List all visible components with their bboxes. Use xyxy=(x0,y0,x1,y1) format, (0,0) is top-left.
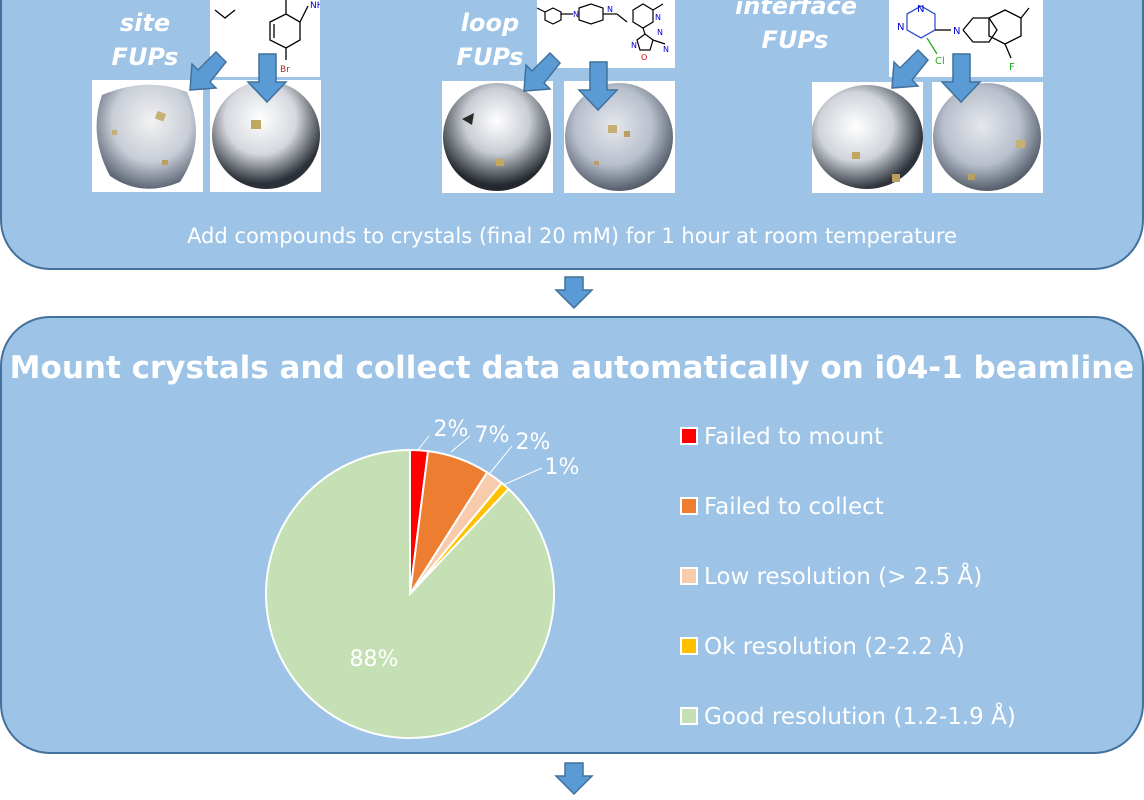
pie-leader-line xyxy=(502,467,543,486)
legend-item: Failed to mount xyxy=(680,424,883,450)
pie-leader-line xyxy=(416,435,430,452)
legend-item: Good resolution (1.2-1.9 Å) xyxy=(680,704,1016,730)
legend-label: Low resolution (> 2.5 Å) xyxy=(704,564,983,590)
diagonal-arrow-icons xyxy=(189,48,982,112)
down-arrow-icon xyxy=(246,53,288,104)
fup-label-loop: loop FUPs xyxy=(456,9,524,71)
soaking-caption: Add compounds to crystals (final 20 mM) … xyxy=(187,224,957,248)
legend-label: Ok resolution (2-2.2 Å) xyxy=(704,634,965,660)
atom-label-n6: N xyxy=(663,45,669,54)
fup-label-interface: interface FUPs xyxy=(735,0,858,54)
atom-label-n1: N xyxy=(573,10,579,19)
crystal-drop-image xyxy=(932,82,1043,193)
legend-swatch xyxy=(680,496,698,515)
diagonal-arrow-icon xyxy=(891,48,930,89)
atom-label-nh: NH xyxy=(310,1,320,11)
atom-label-n3: N xyxy=(953,26,960,37)
atom-label-n5: N xyxy=(631,41,637,50)
legend-swatch xyxy=(680,706,698,725)
pie-leader-line xyxy=(450,435,471,453)
atom-label-br: Br xyxy=(280,65,290,75)
pie-data-label: 1% xyxy=(545,455,580,480)
crystal-drop-image xyxy=(442,81,553,193)
legend-swatch xyxy=(680,426,698,445)
pie-data-label: 7% xyxy=(475,423,510,448)
diagonal-arrow-icon xyxy=(189,50,228,91)
atom-label-n4: N xyxy=(657,28,663,37)
atom-label-cl: Cl xyxy=(935,56,945,67)
crystal-drop-image xyxy=(92,80,203,192)
pie-data-label: 2% xyxy=(516,430,551,455)
legend-label: Failed to collect xyxy=(704,494,884,520)
down-arrow-icon xyxy=(577,61,619,112)
atom-label-n2: N xyxy=(917,4,924,15)
diagonal-arrow-icon xyxy=(523,51,562,92)
fup-label-site: site FUPs xyxy=(111,9,179,71)
pie-leader-line xyxy=(489,445,513,474)
pie-slice-5 xyxy=(265,448,555,739)
legend-swatch xyxy=(680,566,698,585)
flow-arrow-icon xyxy=(554,762,594,796)
atom-label-f: F xyxy=(1009,62,1015,73)
molecule-structure-2: N N N N N O N xyxy=(537,0,675,68)
data-collection-panel xyxy=(0,316,1144,754)
pie-data-label: 2% xyxy=(434,417,469,442)
legend-item: Ok resolution (2-2.2 Å) xyxy=(680,634,965,660)
atom-label-n2: N xyxy=(607,5,613,14)
legend-swatch xyxy=(680,636,698,655)
flow-arrow-icon xyxy=(554,276,594,310)
crystal-drop-image xyxy=(564,81,675,193)
crystal-drop-image xyxy=(812,82,923,193)
atom-label-n3: N xyxy=(655,13,661,22)
legend-label: Good resolution (1.2-1.9 Å) xyxy=(704,704,1016,730)
panel-title: Mount crystals and collect data automati… xyxy=(9,350,1135,386)
atom-label-n1: N xyxy=(897,22,904,33)
pie-data-label: 88% xyxy=(350,647,399,672)
atom-label-o: O xyxy=(641,53,647,62)
legend-label: Failed to mount xyxy=(704,424,884,450)
legend-item: Low resolution (> 2.5 Å) xyxy=(680,564,982,590)
legend-item: Failed to collect xyxy=(680,494,884,520)
down-arrow-icon xyxy=(940,53,982,104)
molecule-structure-1: NH Br xyxy=(210,0,320,77)
